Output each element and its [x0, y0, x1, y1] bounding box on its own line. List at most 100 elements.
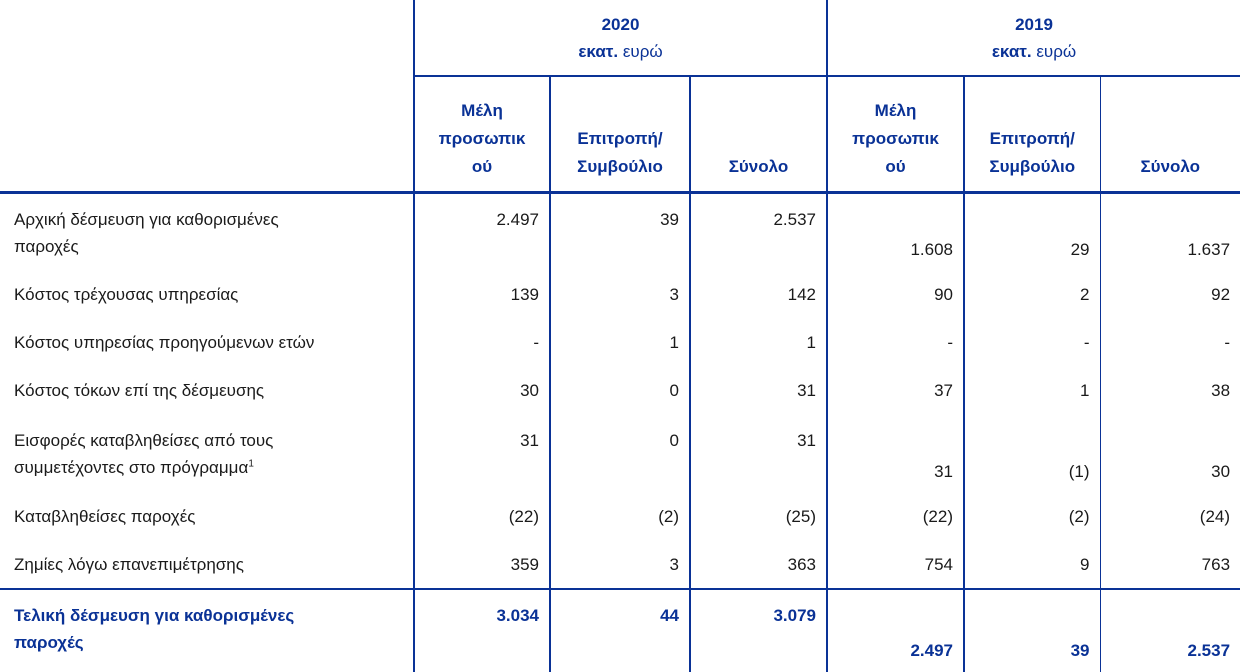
year-header-2019: 2019 εκατ. ευρώ [825, 0, 1240, 77]
column-header: Σύνολο [689, 76, 827, 194]
value-2019: 90 [826, 270, 964, 319]
value-2019: (1) [963, 414, 1100, 493]
column-header: Σύνολο [1099, 76, 1240, 194]
value-2020: 3.079 [689, 588, 827, 672]
row-label: Αρχική δέσμευση για καθορισμένες παροχές [0, 193, 414, 271]
value-2019: 9 [963, 540, 1100, 589]
value-2020: 1 [549, 318, 690, 367]
column-header: Μέλη προσωπικ ού [826, 76, 964, 194]
value-2020: 359 [413, 540, 550, 589]
value-2019: (2) [963, 492, 1100, 541]
row-label-line: συμμετέχοντες στο πρόγραμμα [14, 457, 249, 477]
row-label: Κόστος τόκων επί της δέσμευσης [0, 367, 414, 415]
row-label-line: παροχές [14, 632, 84, 652]
value-2020: 2.497 [413, 192, 550, 271]
table-row: Κόστος υπηρεσίας προηγούμενων ετών -1 1- - - [0, 318, 1240, 367]
year-header-2020: 2020 εκατ. ευρώ [413, 0, 827, 77]
row-label: Κόστος υπηρεσίας προηγούμενων ετών [0, 319, 414, 367]
value-2020: 2.537 [689, 192, 827, 271]
header-blank [0, 0, 414, 194]
value-2019: 2.537 [1099, 588, 1240, 672]
value-2019: 37 [826, 366, 964, 415]
row-label-line: Κόστος υπηρεσίας προηγούμενων ετών [14, 333, 315, 352]
row-label-line: Αρχική δέσμευση για καθορισμένες [14, 210, 279, 229]
value-2019: 92 [1099, 270, 1240, 319]
value-2020: 31 [413, 414, 550, 493]
value-2020: 0 [549, 414, 690, 493]
currency-label: ευρώ [1036, 41, 1077, 61]
table-row: Κόστος τρέχουσας υπηρεσίας 139 3 142 90 2 92 [0, 270, 1240, 319]
row-label-line: Καταβληθείσες παροχές [14, 507, 196, 526]
value-2020: 30 [413, 366, 550, 415]
column-header-line: Συμβούλιο [989, 157, 1076, 176]
value-2019: 29 [963, 192, 1100, 271]
value-2020: 3 [549, 270, 690, 319]
value-2019: (22) [826, 492, 964, 541]
value-2020: 142 [689, 270, 827, 319]
row-label: Τελική δέσμευση για καθορισμένες παροχές [0, 589, 414, 672]
value-2020: (25) [689, 492, 827, 541]
value-2019: - [963, 318, 1100, 367]
column-header: Επιτροπή/Συμβούλιο [549, 76, 690, 194]
value-2020: 363 [689, 540, 827, 589]
value-2019: 38 [1099, 366, 1240, 415]
value-2020: 3.034 [413, 588, 550, 672]
footnote-marker: 1 [248, 457, 254, 469]
row-label: Καταβληθείσες παροχές [0, 493, 414, 541]
value-2020: 31 [689, 366, 827, 415]
table-row: Εισφορές καταβληθείσες από τους συμμετέχο… [0, 414, 1240, 493]
value-2019: 763 [1099, 540, 1240, 589]
value-2020: (2) [549, 492, 690, 541]
column-header-line: ού [885, 157, 906, 176]
row-label-line: Εισφορές καταβληθείσες από τους [14, 430, 274, 450]
column-header-line: Σύνολο [728, 157, 789, 176]
value-2020: 39 [549, 192, 690, 271]
row-label-line: Τελική δέσμευση για καθορισμένες [14, 605, 295, 625]
column-header-line: ού [471, 157, 493, 176]
column-header: Μέλη προσωπικ ού [413, 76, 550, 194]
value-2020: - [413, 318, 550, 367]
value-2020: 44 [549, 588, 690, 672]
value-2020: 1 [689, 318, 827, 367]
table-row: Ζημίες λόγω επανεπιμέτρησης 359 3 363 754 9 76… [0, 540, 1240, 589]
value-2019: 30 [1099, 414, 1240, 493]
unit-label: εκατ. [991, 41, 1032, 61]
value-2019: - [826, 318, 964, 367]
column-header-line: Μέλη [461, 101, 503, 120]
column-header-line: Συμβούλιο [577, 157, 663, 176]
year-label: 2020 [601, 14, 640, 34]
value-2020: 31 [689, 414, 827, 493]
value-2019: 1.608 [826, 192, 964, 271]
value-2019: - [1099, 318, 1240, 367]
row-label: Κόστος τρέχουσας υπηρεσίας [0, 271, 414, 319]
value-2020: (22) [413, 492, 550, 541]
year-label: 2019 [1015, 14, 1053, 34]
row-label: Ζημίες λόγω επανεπιμέτρησης [0, 541, 414, 589]
row-label-line: Κόστος τρέχουσας υπηρεσίας [14, 285, 239, 304]
row-label-line: Ζημίες λόγω επανεπιμέτρησης [14, 554, 244, 574]
table-row: Καταβληθείσες παροχές (22) (2) (25) (22) (2)(… [0, 492, 1240, 541]
value-2019: 31 [826, 414, 964, 493]
column-header-line: Σύνολο [1140, 157, 1201, 176]
value-2019: 1.637 [1099, 192, 1240, 271]
value-2019: 39 [963, 588, 1100, 672]
column-header-line: Μέλη [874, 101, 917, 120]
value-2019: 2.497 [826, 588, 964, 672]
value-2019: 2 [963, 270, 1100, 319]
row-label: Εισφορές καταβληθείσες από τους συμμετέχο… [0, 415, 414, 493]
row-label-line: Κόστος τόκων επί της δέσμευσης [14, 381, 265, 400]
column-header-line: προσωπικ [438, 129, 526, 148]
currency-label: ευρώ [622, 41, 663, 61]
table-row: Κόστος τόκων επί της δέσμευσης 30 0 31 37 1 38 [0, 366, 1240, 415]
unit-label: εκατ. [578, 41, 619, 61]
value-2020: 139 [413, 270, 550, 319]
column-header-line: προσωπικ [852, 129, 939, 148]
total-row: Τελική δέσμευση για καθορισμένες παροχές 3… [0, 588, 1240, 672]
row-label-line: παροχές [14, 237, 79, 256]
value-2020: 0 [549, 366, 690, 415]
column-header-line: Επιτροπή/ [989, 129, 1075, 148]
value-2020: 3 [549, 540, 690, 589]
column-header: Επιτροπή/Συμβούλιο [963, 76, 1100, 194]
value-2019: (24) [1099, 492, 1240, 541]
